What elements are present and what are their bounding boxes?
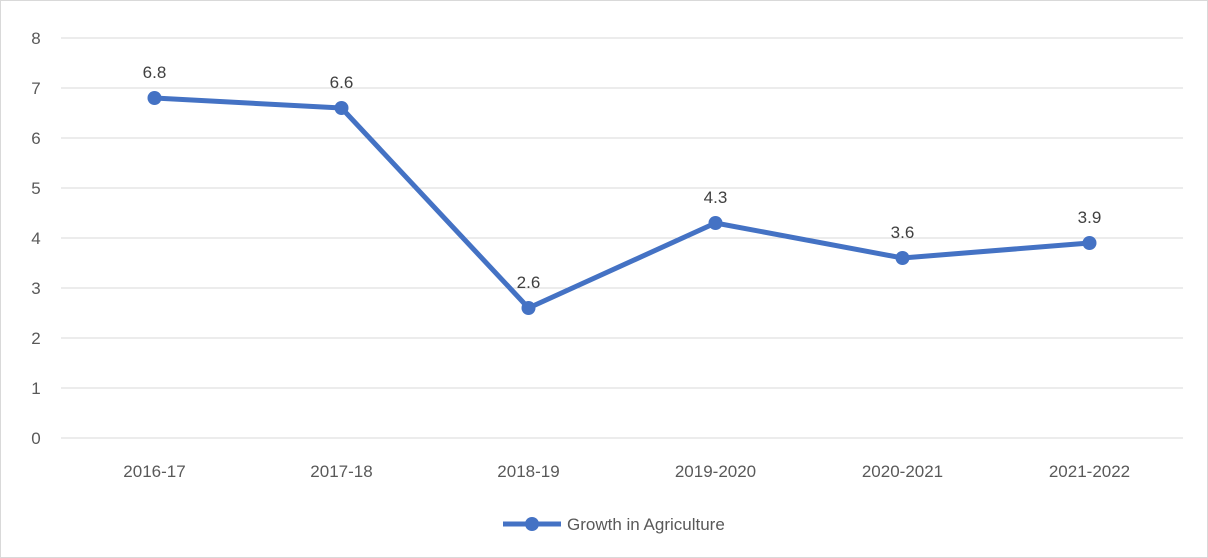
y-tick-label: 1 — [31, 379, 40, 398]
x-tick-label: 2018-19 — [497, 462, 559, 481]
data-label: 4.3 — [704, 188, 728, 207]
data-point — [895, 251, 910, 265]
legend: Growth in Agriculture — [503, 515, 725, 534]
data-label: 6.8 — [143, 63, 167, 82]
y-tick-label: 0 — [31, 429, 40, 448]
data-label: 3.9 — [1078, 208, 1102, 227]
x-tick-label: 2019-2020 — [675, 462, 756, 481]
data-label: 3.6 — [891, 223, 915, 242]
gridlines — [61, 37, 1183, 439]
y-tick-label: 7 — [31, 79, 40, 98]
data-point — [147, 91, 162, 105]
data-point — [708, 216, 723, 230]
x-tick-label: 2017-18 — [310, 462, 372, 481]
legend-dot-marker — [525, 517, 539, 531]
y-tick-label: 2 — [31, 329, 40, 348]
data-label: 2.6 — [517, 273, 541, 292]
data-labels: 6.8 6.6 2.6 4.3 3.6 3.9 — [143, 63, 1102, 292]
y-tick-label: 3 — [31, 279, 40, 298]
data-point — [334, 101, 349, 115]
x-axis: 2016-17 2017-18 2018-19 2019-2020 2020-2021 2… — [123, 462, 1130, 481]
legend-label: Growth in Agriculture — [567, 515, 725, 534]
y-tick-label: 8 — [31, 29, 40, 48]
y-tick-label: 6 — [31, 129, 40, 148]
y-tick-label: 4 — [31, 229, 40, 248]
x-tick-label: 2016-17 — [123, 462, 185, 481]
y-tick-label: 5 — [31, 179, 40, 198]
series-growth-in-agriculture — [147, 91, 1097, 315]
x-tick-label: 2021-2022 — [1049, 462, 1130, 481]
y-axis: 0 1 2 3 4 5 6 7 8 — [31, 29, 40, 448]
x-tick-label: 2020-2021 — [862, 462, 943, 481]
series-line — [152, 95, 1092, 311]
data-point — [1082, 236, 1097, 250]
data-label: 6.6 — [330, 73, 354, 92]
data-point — [521, 301, 536, 315]
